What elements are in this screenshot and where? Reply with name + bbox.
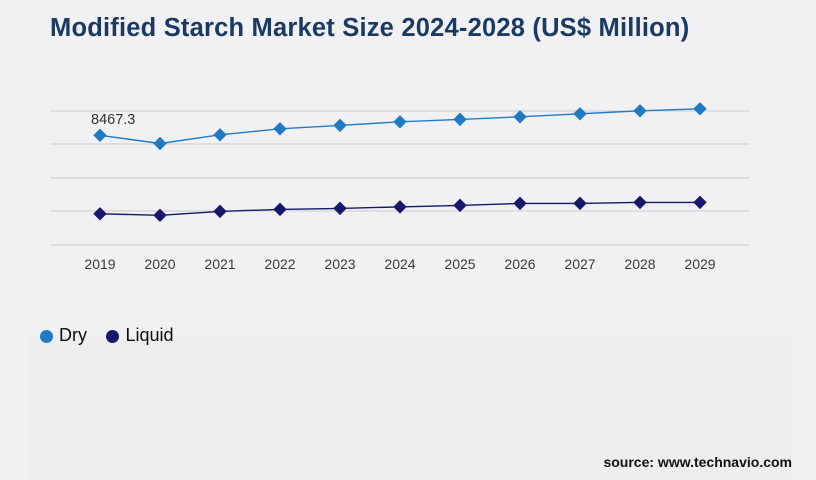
svg-text:2028: 2028 [624,256,655,272]
svg-text:2027: 2027 [564,256,595,272]
svg-text:2022: 2022 [264,256,295,272]
svg-text:2026: 2026 [504,256,535,272]
svg-text:2021: 2021 [204,256,235,272]
svg-text:2023: 2023 [324,256,355,272]
svg-text:2025: 2025 [444,256,475,272]
svg-text:2020: 2020 [144,256,175,272]
svg-text:2024: 2024 [384,256,415,272]
svg-text:2029: 2029 [684,256,715,272]
svg-text:8467.3: 8467.3 [91,112,135,128]
svg-text:2019: 2019 [84,256,115,272]
